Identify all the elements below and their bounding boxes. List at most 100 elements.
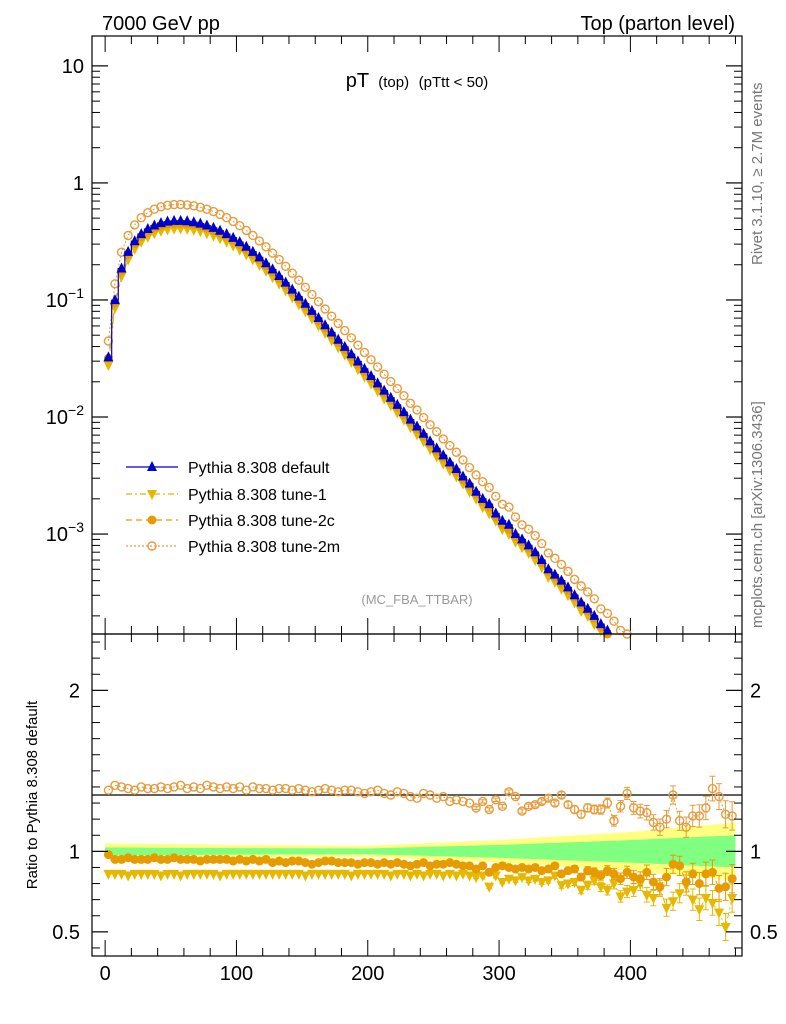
marker-triangle-up — [392, 398, 403, 409]
marker-open-circle — [359, 788, 370, 799]
marker-open-circle — [366, 354, 376, 365]
marker-open-circle — [294, 275, 304, 285]
marker-open-circle — [583, 803, 593, 813]
marker-open-circle — [477, 796, 488, 807]
marker-open-circle — [149, 783, 160, 794]
marker-triangle-down — [221, 869, 232, 880]
marker-triangle-down — [182, 869, 193, 880]
marker-triangle-up — [234, 236, 245, 247]
marker-open-circle — [156, 782, 166, 792]
marker-triangle-up — [129, 235, 140, 246]
marker-open-circle — [609, 816, 619, 826]
marker-open-circle — [569, 574, 580, 585]
marker-triangle-down — [129, 869, 140, 880]
marker-open-circle — [333, 787, 343, 797]
marker-open-circle — [425, 419, 435, 430]
marker-open-circle — [550, 553, 560, 564]
marker-triangle-up — [195, 217, 206, 228]
marker-circle — [287, 856, 297, 866]
x-tick-label: 400 — [614, 963, 647, 985]
legend-item: Pythia 8.308 tune-2c — [126, 513, 335, 530]
marker-triangle-up — [503, 518, 514, 529]
marker-triangle-down — [425, 445, 436, 456]
marker-open-circle — [602, 798, 613, 808]
header-right: Top (parton level) — [580, 13, 735, 35]
x-tick-label: 100 — [220, 963, 253, 985]
marker-triangle-down — [280, 869, 291, 880]
marker-triangle-up — [313, 312, 324, 323]
marker-triangle-up — [595, 618, 606, 629]
marker-triangle-down — [438, 459, 449, 470]
marker-open-circle — [720, 809, 731, 820]
marker-open-circle — [543, 793, 554, 803]
marker-open-circle — [136, 782, 146, 792]
marker-triangle-down — [615, 892, 626, 903]
marker-open-circle — [340, 325, 350, 336]
marker-triangle-down — [103, 361, 114, 372]
marker-triangle-up — [333, 333, 344, 344]
marker-triangle-down — [576, 885, 587, 896]
marker-open-circle — [254, 783, 265, 794]
marker-triangle-down — [727, 894, 738, 905]
marker-triangle-down — [543, 876, 554, 887]
marker-triangle-up — [169, 214, 180, 225]
marker-open-circle — [576, 809, 586, 820]
marker-triangle-up — [326, 326, 337, 337]
marker-open-circle — [202, 780, 212, 791]
marker-triangle-up — [425, 435, 436, 446]
marker-open-circle — [254, 236, 265, 246]
marker-triangle-up — [274, 269, 285, 280]
marker-open-circle — [491, 795, 501, 805]
marker-open-circle — [445, 440, 455, 451]
marker-open-circle — [543, 548, 554, 558]
marker-open-circle — [320, 304, 330, 314]
marker-open-circle — [445, 796, 455, 807]
marker-triangle-down — [517, 873, 528, 884]
marker-open-circle — [681, 822, 691, 832]
marker-circle — [655, 882, 665, 892]
marker-open-circle — [267, 248, 278, 258]
marker-triangle-up — [208, 221, 219, 232]
marker-triangle-up — [398, 406, 409, 417]
marker-open-circle — [589, 594, 599, 604]
marker-open-circle — [510, 512, 521, 522]
marker-open-circle — [379, 788, 389, 799]
rivet-label: Rivet 3.1.10, ≥ 2.7M events — [749, 83, 766, 266]
marker-triangle-up — [556, 574, 567, 585]
main-panel: 10−3 10−2 10−1 1 10 pT (top) (pTtt < 50) (MC… — [46, 35, 743, 639]
marker-triangle-down — [687, 895, 698, 906]
marker-open-circle — [235, 221, 245, 231]
marker-triangle-up — [320, 319, 331, 330]
marker-circle — [202, 854, 212, 864]
marker-open-circle — [228, 783, 238, 794]
marker-triangle-up — [589, 609, 600, 620]
marker-open-circle — [418, 788, 429, 799]
marker-open-circle — [491, 491, 501, 502]
ratio-ticks: 0.5 0.5 1 1 2 2 0 100 200 300 400 — [52, 634, 778, 985]
marker-triangle-down — [352, 869, 363, 880]
marker-triangle-up — [215, 224, 226, 235]
marker-circle — [642, 867, 652, 877]
marker-circle — [110, 854, 120, 864]
series-line-default — [105, 220, 611, 632]
y-tick-label: 1 — [73, 173, 84, 195]
marker-triangle-down — [287, 869, 298, 880]
marker-triangle-down — [582, 881, 593, 892]
marker-triangle-down — [234, 869, 245, 880]
marker-open-circle — [300, 785, 311, 795]
ratio-ylabel: Ratio to Pythia 8.308 default — [24, 700, 41, 889]
marker-circle — [576, 872, 586, 882]
marker-open-circle — [326, 311, 337, 321]
marker-triangle-up — [359, 362, 370, 373]
marker-open-circle — [300, 282, 311, 293]
marker-triangle-down — [320, 869, 331, 880]
marker-open-circle — [116, 782, 127, 792]
marker-triangle-up — [438, 449, 449, 460]
marker-open-circle — [451, 795, 462, 805]
marker-open-circle — [556, 559, 567, 570]
marker-triangle-down — [720, 923, 731, 934]
marker-triangle-up — [339, 340, 350, 351]
marker-circle — [176, 854, 186, 864]
marker-triangle-down — [700, 894, 711, 905]
marker-triangle-down — [602, 885, 613, 896]
